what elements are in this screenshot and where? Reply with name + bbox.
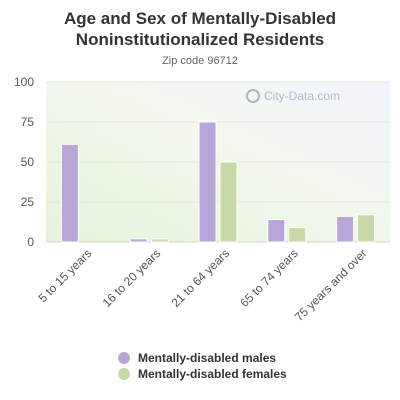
legend-label-females: Mentally-disabled females xyxy=(138,367,287,381)
watermark-magnifier-icon xyxy=(246,89,260,103)
x-tick-label: 21 to 64 years xyxy=(168,246,232,310)
y-tick-label: 100 xyxy=(14,75,34,89)
legend-item-females: Mentally-disabled females xyxy=(118,366,287,382)
bar-males xyxy=(336,215,355,243)
bar-females xyxy=(150,238,169,243)
y-tick-label: 75 xyxy=(21,115,35,129)
legend: Mentally-disabled males Mentally-disable… xyxy=(118,350,287,382)
bar-males xyxy=(267,219,286,243)
legend-swatch-females xyxy=(118,368,130,380)
chart-subtitle: Zip code 96712 xyxy=(162,55,238,67)
y-tick-label: 0 xyxy=(27,235,34,249)
bar-females xyxy=(288,227,307,243)
legend-swatch-males xyxy=(118,352,130,364)
x-tick-label: 16 to 20 years xyxy=(100,246,164,310)
chart-title-line-1: Age and Sex of Mentally-Disabled xyxy=(63,9,337,28)
legend-item-males: Mentally-disabled males xyxy=(118,350,287,366)
chart-title-line-2: Noninstitutionalized Residents xyxy=(75,30,325,49)
bar-females xyxy=(357,214,376,243)
bar-males xyxy=(60,143,79,243)
legend-label-males: Mentally-disabled males xyxy=(138,351,277,365)
bar-females xyxy=(219,161,238,243)
bar-males xyxy=(198,121,217,243)
bar-males xyxy=(129,238,148,243)
x-tick-label: 75 years and over xyxy=(292,246,370,324)
watermark-text: City-Data.com xyxy=(264,89,340,103)
watermark: City-Data.com xyxy=(246,89,340,103)
x-tick-label: 5 to 15 years xyxy=(36,246,95,305)
y-tick-label: 50 xyxy=(21,155,35,169)
y-tick-label: 25 xyxy=(21,195,35,209)
x-tick-label: 65 to 74 years xyxy=(237,246,301,310)
chart-title: Age and Sex of Mentally-Disabled Noninst… xyxy=(0,8,400,50)
